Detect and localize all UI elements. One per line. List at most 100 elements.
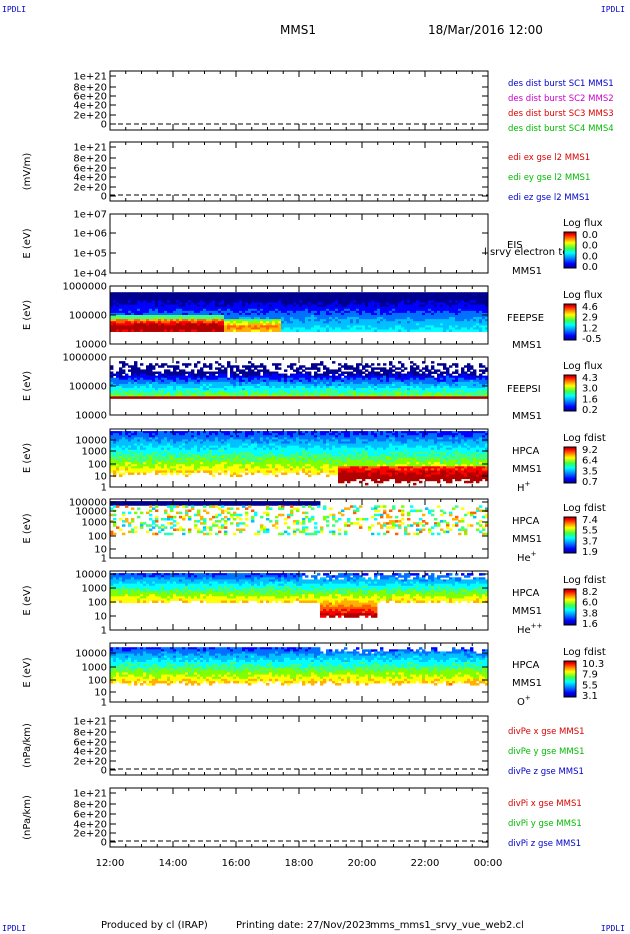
spectrogram-cell	[152, 292, 156, 295]
spectrogram-cell	[266, 319, 270, 322]
spectrogram-cell	[110, 435, 114, 438]
spectrogram-cell	[461, 386, 465, 389]
spectrogram-cell	[122, 375, 126, 379]
spectrogram-cell	[170, 317, 174, 320]
spectrogram-cell	[302, 298, 306, 301]
spectrogram-cell	[197, 310, 201, 314]
spectrogram-cell	[455, 379, 459, 383]
spectrogram-cell	[452, 379, 456, 383]
spectrogram-cell	[203, 306, 207, 310]
spectrogram-cell	[230, 367, 234, 370]
spectrogram-cell	[284, 388, 288, 391]
spectrogram-cell	[413, 312, 417, 316]
spectrogram-cell	[434, 394, 438, 397]
spectrogram-cell	[362, 319, 366, 322]
spectrogram-cell	[149, 317, 153, 320]
spectrogram-cell	[122, 319, 126, 322]
spectrogram-cell	[302, 317, 306, 320]
spectrogram-cell	[245, 379, 249, 383]
spectrogram-cell	[230, 310, 234, 314]
spectrogram-cell	[272, 298, 276, 301]
spectrogram-cell	[221, 315, 225, 318]
spectrogram-cell	[176, 310, 180, 314]
spectrogram-cell	[152, 302, 156, 306]
spectrogram-cell	[290, 396, 294, 399]
spectrogram-cell	[470, 371, 474, 374]
spectrogram-cell	[458, 315, 462, 318]
spectrogram-cell	[479, 312, 483, 316]
spectrogram-cell	[212, 292, 216, 295]
spectrogram-cell	[119, 453, 123, 457]
spectrogram-cell	[152, 439, 156, 442]
spectrogram-cell	[269, 373, 273, 377]
spectrogram-cell	[308, 390, 312, 393]
spectrogram-cell	[386, 296, 390, 299]
spectrogram-cell	[146, 458, 150, 461]
spectrogram-cell	[119, 447, 123, 451]
spectrogram-cell	[173, 310, 177, 314]
spectrogram-cell	[242, 308, 246, 312]
spectrogram-cell	[197, 294, 201, 297]
spectrogram-cell	[260, 327, 264, 330]
spectrogram-cell	[143, 325, 147, 328]
spectrogram-cell	[128, 445, 132, 449]
spectrogram-cell	[401, 308, 405, 312]
spectrogram-cell	[224, 381, 228, 385]
spectrogram-cell	[413, 394, 417, 397]
spectrogram-cell	[311, 379, 315, 383]
spectrogram-cell	[152, 392, 156, 395]
spectrogram-cell	[263, 312, 267, 316]
spectrogram-cell	[344, 371, 348, 374]
spectrogram-cell	[152, 323, 156, 326]
spectrogram-cell	[386, 396, 390, 399]
spectrogram-cell	[476, 310, 480, 314]
spectrogram-cell	[278, 375, 282, 379]
spectrogram-cell	[227, 361, 231, 364]
spectrogram-cell	[110, 294, 114, 297]
spectrogram-cell	[170, 371, 174, 374]
spectrogram-cell	[311, 323, 315, 326]
spectrogram-cell	[182, 298, 186, 301]
spectrogram-cell	[335, 381, 339, 385]
spectrogram-cell	[185, 315, 189, 318]
spectrogram-cell	[257, 317, 261, 320]
spectrogram-cell	[341, 396, 345, 399]
spectrogram-cell	[425, 294, 429, 297]
spectrogram-cell	[140, 319, 144, 322]
spectrogram-cell	[332, 294, 336, 297]
spectrogram-cell	[281, 388, 285, 391]
spectrogram-cell	[152, 468, 156, 471]
spectrogram-cell	[257, 319, 261, 322]
spectrogram-cell	[140, 443, 144, 446]
spectrogram-cell	[344, 296, 348, 299]
spectrogram-cell	[317, 377, 321, 381]
spectrogram-cell	[332, 312, 336, 316]
spectrogram-cell	[152, 383, 156, 387]
spectrogram-cell	[305, 392, 309, 395]
spectrogram-cell	[365, 327, 369, 330]
spectrogram-cell	[485, 296, 489, 299]
spectrogram-cell	[371, 321, 375, 324]
spectrogram-cell	[161, 392, 165, 395]
spectrogram-cell	[425, 383, 429, 387]
spectrogram-cell	[233, 294, 237, 297]
spectrogram-cell	[434, 294, 438, 297]
spectrogram-cell	[344, 294, 348, 297]
spectrogram-cell	[263, 388, 267, 391]
spectrogram-cell	[326, 323, 330, 326]
spectrogram-cell	[314, 302, 318, 306]
spectrogram-cell	[134, 367, 138, 370]
spectrogram-cell	[446, 294, 450, 297]
spectrogram-cell	[320, 361, 324, 364]
spectrogram-cell	[110, 325, 114, 328]
spectrogram-cell	[251, 375, 255, 379]
spectrogram-cell	[311, 312, 315, 316]
spectrogram-cell	[374, 317, 378, 320]
spectrogram-cell	[371, 292, 375, 295]
spectrogram-cell	[290, 390, 294, 393]
spectrogram-cell	[134, 443, 138, 446]
spectrogram-cell	[338, 325, 342, 328]
spectrogram-cell	[434, 300, 438, 303]
spectrogram-cell	[461, 292, 465, 295]
spectrogram-cell	[383, 371, 387, 374]
